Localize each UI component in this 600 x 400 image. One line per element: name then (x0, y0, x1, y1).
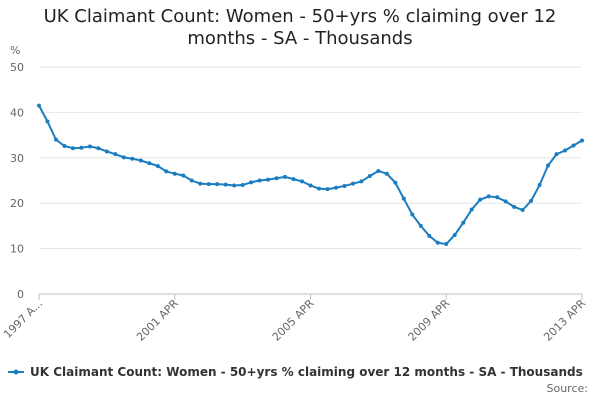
point (529, 198, 534, 203)
legend-label: UK Claimant Count: Women - 50+yrs % clai… (30, 365, 583, 379)
point (546, 163, 551, 168)
point (62, 143, 67, 148)
point (181, 173, 186, 178)
point (444, 242, 449, 247)
point (274, 176, 279, 181)
point (300, 179, 305, 184)
point (461, 220, 466, 225)
y-axis-label: % (10, 44, 20, 57)
x-tick-label: 2013 APR (541, 297, 588, 344)
point (469, 207, 474, 212)
point (121, 155, 126, 160)
point (563, 148, 568, 153)
legend-marker (13, 369, 19, 375)
point (503, 199, 508, 204)
point (189, 178, 194, 183)
point (384, 171, 389, 176)
point (333, 185, 338, 190)
point (172, 171, 177, 176)
x-tick-label: 1997 A... (1, 297, 45, 341)
point (410, 212, 415, 217)
point (37, 103, 41, 108)
point (45, 119, 50, 124)
point (308, 183, 313, 188)
y-tick-label: 30 (10, 152, 24, 165)
point (232, 183, 237, 188)
point (164, 169, 169, 174)
point (138, 158, 143, 163)
point (96, 146, 101, 151)
point (215, 182, 220, 187)
point (520, 208, 525, 213)
point (257, 178, 262, 183)
point (198, 181, 203, 186)
point (104, 149, 109, 154)
point (478, 197, 483, 202)
point (283, 174, 288, 179)
point (240, 183, 245, 188)
point (537, 183, 542, 188)
point (435, 240, 440, 245)
point (580, 138, 584, 143)
x-tick-label: 2009 APR (405, 297, 452, 344)
series-line (38, 105, 583, 246)
x-tick-label: 2001 APR (134, 297, 181, 344)
point (418, 223, 423, 228)
point (266, 177, 271, 182)
point (367, 173, 372, 178)
point (571, 143, 576, 148)
point (512, 204, 517, 209)
point (249, 180, 254, 185)
point (206, 182, 211, 187)
point (401, 196, 406, 201)
point (486, 194, 491, 199)
point (53, 137, 58, 142)
point (155, 163, 160, 168)
source: Source: (547, 382, 589, 395)
point (376, 168, 381, 173)
point (554, 152, 559, 157)
point (79, 145, 84, 150)
point (393, 180, 398, 185)
point (87, 144, 92, 149)
point (359, 179, 364, 184)
y-tick-label: 20 (10, 197, 24, 210)
y-tick-label: 10 (10, 243, 24, 256)
chart-title: UK Claimant Count: Women - 50+yrs % clai… (43, 6, 557, 49)
point (130, 156, 135, 161)
point (325, 187, 330, 192)
point (350, 181, 355, 186)
point (452, 232, 457, 237)
y-tick-label: 40 (10, 106, 24, 119)
point (316, 186, 321, 191)
point (70, 146, 75, 151)
x-tick-label: 2005 APR (270, 297, 317, 344)
y-tick-label: 50 (10, 61, 24, 74)
point (495, 195, 500, 200)
y-tick-label: 0 (17, 288, 24, 301)
point (223, 182, 228, 187)
point (342, 183, 347, 188)
point (291, 177, 296, 182)
point (147, 161, 152, 166)
point (427, 233, 432, 238)
point (113, 152, 118, 157)
